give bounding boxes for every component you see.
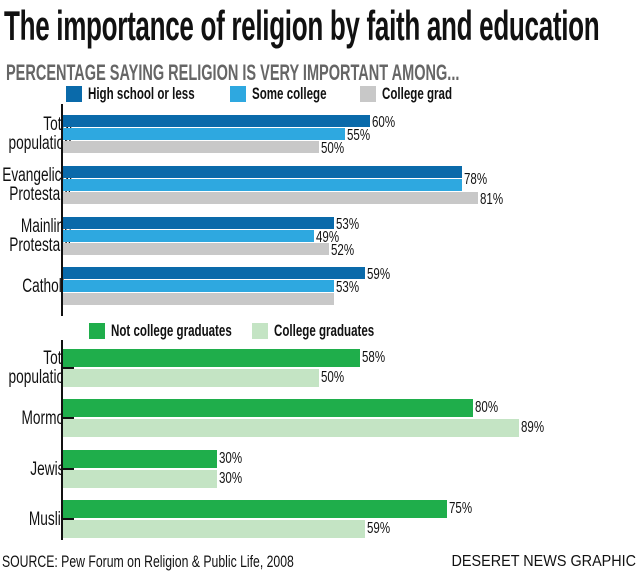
value-label: 53% (336, 216, 360, 233)
bar (63, 280, 335, 292)
category-label: Mainline Protestant (0, 217, 72, 255)
value-label: 30% (218, 470, 242, 487)
value-label: 60% (372, 114, 396, 131)
bar (63, 243, 330, 255)
value-label: 55% (346, 127, 370, 144)
value-label: 53% (336, 279, 360, 296)
category-label: Evangelical Protestant (0, 166, 72, 204)
credit: DESERET NEWS GRAPHIC (451, 553, 636, 570)
category-label-line: Protestant (9, 235, 72, 256)
value-label: 30% (218, 450, 242, 467)
legend-swatch (89, 323, 105, 339)
legend-label: Not college graduates (111, 321, 232, 340)
category-label-line: Catholic (22, 275, 72, 297)
bar (63, 166, 463, 178)
category-label-line: Jewish (30, 458, 72, 480)
category-label: Total population (0, 349, 72, 387)
bar (63, 128, 345, 140)
y-axis-tick (62, 518, 74, 520)
category-label: Mormon (2, 409, 72, 428)
value-label: 75% (449, 500, 473, 517)
bar (63, 192, 478, 204)
y-axis-tick (62, 417, 74, 419)
y-axis-tick (62, 367, 74, 369)
source-note: SOURCE: Pew Forum on Religion & Public L… (2, 552, 294, 571)
category-label-line: Evangelical (2, 165, 72, 186)
category-label: Muslim (12, 510, 72, 529)
category-label: Catholic (3, 277, 72, 296)
category-label-line: Mormon (21, 407, 72, 429)
category-label-line: Protestant (9, 184, 72, 205)
bar (63, 450, 217, 468)
bar (63, 349, 360, 367)
category-label: Jewish (14, 460, 72, 479)
value-label: 50% (321, 369, 345, 386)
category-label-line: population (8, 367, 72, 388)
legend-swatch (252, 323, 268, 339)
category-label-line: population (8, 133, 72, 154)
value-label: 49% (315, 229, 339, 246)
value-label: 59% (367, 520, 391, 537)
legend-swatch (230, 86, 246, 102)
value-label: 78% (464, 171, 488, 188)
bar (63, 293, 335, 305)
bar (63, 230, 314, 242)
legend-label: Some college (252, 84, 327, 103)
bar (63, 399, 473, 417)
value-label: 50% (321, 140, 345, 157)
value-label: 52% (331, 242, 355, 259)
legend-swatch (66, 86, 82, 102)
legend-swatch (360, 86, 376, 102)
value-label: 81% (479, 191, 503, 208)
legend-label: College graduates (274, 321, 375, 340)
bar (63, 369, 319, 387)
chart-subtitle: PERCENTAGE SAYING RELIGION IS VERY IMPOR… (6, 60, 460, 85)
y-axis-tick (62, 468, 74, 470)
bar (63, 179, 463, 191)
value-label: 89% (520, 419, 544, 436)
bar (63, 500, 447, 518)
bar (63, 141, 319, 153)
category-label-line: Mainline (21, 216, 72, 237)
legend-label: High school or less (88, 84, 195, 103)
category-label: Total population (0, 115, 72, 153)
y-axis-line (61, 340, 63, 540)
chart-title: The importance of religion by faith and … (4, 2, 600, 49)
bar (63, 520, 366, 538)
value-label: 80% (474, 399, 498, 416)
bar (63, 267, 366, 279)
category-label-line: Muslim (28, 508, 72, 530)
bar (63, 115, 371, 127)
y-axis-line (61, 104, 63, 316)
bar (63, 217, 335, 229)
value-label: 59% (367, 266, 391, 283)
legend-label: College grad (382, 84, 453, 103)
bar (63, 470, 217, 488)
value-label: 58% (361, 349, 386, 366)
bar (63, 419, 519, 437)
